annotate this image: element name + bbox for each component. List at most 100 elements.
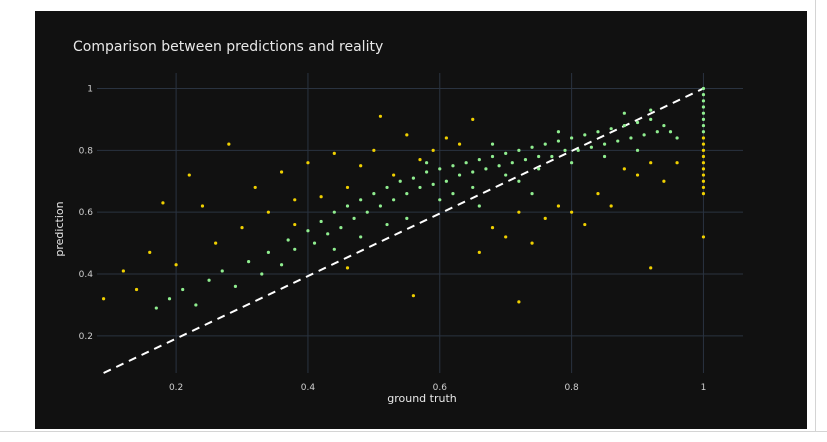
data-point [293, 247, 297, 251]
data-point [675, 161, 679, 165]
data-point [200, 204, 205, 208]
data-point [167, 297, 172, 301]
data-point [332, 210, 336, 214]
data-point [411, 294, 416, 298]
data-point [345, 204, 350, 208]
data-point [662, 123, 666, 128]
data-point [504, 173, 508, 177]
diagonal-reference-line [103, 87, 704, 374]
data-point [326, 232, 330, 236]
data-point [635, 148, 640, 152]
data-point [701, 136, 706, 140]
data-point [490, 154, 495, 159]
data-point [372, 192, 376, 196]
data-point [622, 123, 626, 128]
data-point [609, 127, 613, 131]
data-point [451, 192, 455, 196]
data-point [345, 185, 350, 190]
data-point [477, 250, 481, 254]
data-point [148, 250, 152, 254]
data-point [701, 99, 706, 103]
data-point [431, 148, 435, 152]
data-point [339, 226, 343, 230]
data-point [214, 241, 218, 245]
data-point [411, 176, 416, 180]
data-point [556, 130, 561, 134]
data-point [378, 204, 383, 208]
data-point [570, 210, 574, 214]
y-axis-label: prediction [53, 201, 66, 256]
data-point [701, 185, 706, 190]
data-point [279, 170, 284, 174]
grid-lines [97, 73, 743, 373]
data-point [602, 142, 607, 146]
data-point [293, 222, 297, 227]
data-point [477, 157, 481, 162]
data-point [556, 139, 561, 143]
x-tick-label: 0.6 [433, 383, 448, 393]
data-point [602, 154, 607, 159]
data-point [398, 179, 402, 183]
y-tick-label: 0.2 [79, 332, 93, 342]
data-point [570, 136, 574, 140]
data-point [596, 130, 600, 134]
data-point [701, 161, 706, 165]
data-point [701, 154, 706, 159]
data-point [635, 173, 640, 177]
data-point [286, 238, 290, 242]
data-point [649, 117, 653, 121]
data-point [504, 151, 508, 156]
data-point [570, 161, 574, 165]
data-point [134, 287, 139, 292]
data-point [161, 201, 165, 205]
data-point [247, 260, 251, 264]
data-points [101, 86, 706, 310]
data-point [365, 210, 369, 214]
data-point [484, 167, 488, 171]
data-point [418, 185, 422, 190]
data-point [490, 142, 495, 146]
data-point [319, 195, 323, 199]
data-point [359, 235, 363, 239]
data-point [583, 222, 587, 227]
y-tick-label: 0.8 [79, 146, 94, 156]
data-point [319, 219, 323, 224]
data-point [405, 133, 409, 137]
data-point [609, 204, 613, 208]
data-point [464, 161, 468, 165]
data-point [563, 148, 567, 152]
data-point [662, 179, 666, 183]
data-point [622, 167, 626, 171]
data-point [668, 130, 673, 134]
data-point [635, 120, 640, 125]
x-axis-label: ground truth [387, 392, 457, 405]
data-point [701, 105, 706, 109]
data-point [701, 148, 706, 152]
frame-divider [0, 431, 827, 432]
y-tick-label: 0.4 [79, 270, 94, 280]
data-point [220, 269, 224, 273]
data-point [392, 173, 396, 177]
data-point [471, 185, 475, 190]
data-point [622, 111, 626, 115]
data-point [253, 185, 257, 190]
data-point [312, 241, 317, 245]
data-point [649, 108, 653, 112]
data-point [101, 297, 106, 301]
data-point [154, 306, 158, 310]
data-point [497, 164, 501, 168]
data-point [227, 142, 231, 146]
data-point [418, 157, 422, 162]
data-point [359, 198, 363, 202]
x-tick-label: 1 [701, 383, 707, 393]
data-point [378, 114, 383, 118]
data-point [181, 287, 185, 292]
data-point [701, 192, 706, 196]
data-point [451, 164, 455, 168]
scatter-chart: Comparison between predictions and reali… [53, 39, 743, 405]
data-point [655, 130, 659, 134]
data-point [530, 241, 534, 245]
data-point [266, 210, 270, 214]
data-point [207, 278, 211, 282]
data-point [306, 229, 310, 233]
